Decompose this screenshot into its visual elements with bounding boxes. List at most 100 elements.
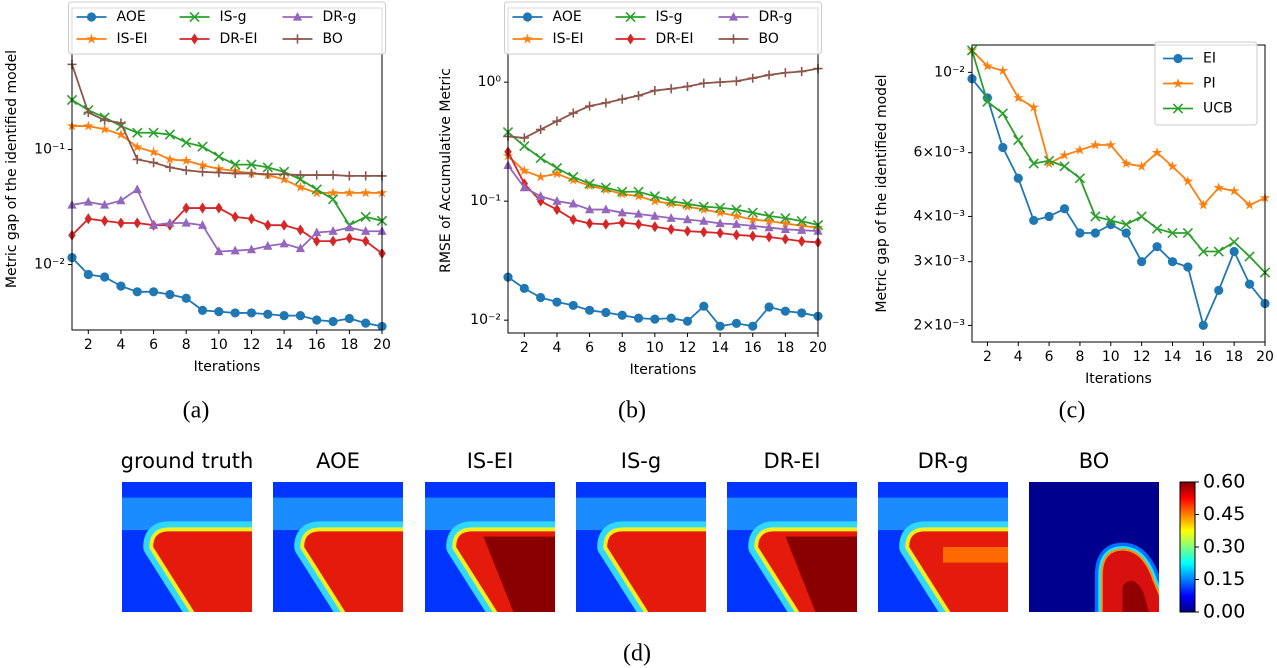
y-tick-label: 4×10⁻³ xyxy=(914,208,965,224)
x-tick-label: 12 xyxy=(679,340,697,356)
x-tick-label: 4 xyxy=(552,340,561,356)
marker xyxy=(568,171,579,183)
marker xyxy=(1105,215,1116,226)
marker xyxy=(584,180,595,191)
marker xyxy=(361,318,371,328)
colorbar xyxy=(1179,481,1196,613)
marker xyxy=(600,182,612,193)
marker xyxy=(1105,139,1117,150)
marker xyxy=(1167,160,1178,171)
colorbar-tick-label: 0.30 xyxy=(1203,536,1245,558)
legend-marker xyxy=(1172,77,1184,88)
legend-marker xyxy=(86,12,97,22)
marker xyxy=(535,171,546,182)
marker xyxy=(780,224,790,233)
marker xyxy=(1121,228,1131,238)
marker xyxy=(682,316,693,326)
marker xyxy=(651,221,659,233)
marker xyxy=(280,219,288,231)
legend-marker xyxy=(728,11,739,21)
marker xyxy=(181,137,192,148)
marker xyxy=(197,159,208,170)
marker xyxy=(715,321,725,331)
marker xyxy=(764,302,774,312)
marker xyxy=(714,202,726,213)
heatmap-region xyxy=(943,547,1008,563)
marker xyxy=(1090,139,1101,150)
marker xyxy=(982,96,993,107)
legend-marker xyxy=(626,33,635,45)
x-tick-label: 2 xyxy=(983,349,992,365)
marker xyxy=(552,116,562,126)
legend-label: PI xyxy=(1203,76,1216,92)
marker xyxy=(295,311,306,321)
marker xyxy=(553,204,561,216)
x-tick-label: 8 xyxy=(182,337,191,353)
marker xyxy=(682,214,693,224)
marker xyxy=(1043,158,1055,168)
marker xyxy=(100,199,110,209)
marker xyxy=(584,101,595,111)
x-tick-label: 18 xyxy=(776,340,794,356)
x-tick-label: 14 xyxy=(275,337,293,353)
marker xyxy=(229,159,241,170)
marker xyxy=(780,68,790,78)
x-tick-label: 20 xyxy=(373,337,391,353)
x-tick-label: 10 xyxy=(1102,349,1120,365)
marker xyxy=(344,187,355,198)
caption: (b) xyxy=(618,398,646,424)
marker xyxy=(1137,257,1147,267)
marker xyxy=(182,202,190,214)
y-tick-label: 6×10⁻³ xyxy=(914,145,965,161)
marker xyxy=(311,184,322,195)
marker xyxy=(731,76,742,86)
x-tick-label: 14 xyxy=(1164,349,1182,365)
heatmap-region xyxy=(1100,548,1159,612)
marker xyxy=(213,151,225,162)
marker xyxy=(1074,144,1086,155)
marker xyxy=(197,305,208,315)
marker xyxy=(998,142,1008,153)
marker xyxy=(568,174,579,185)
marker xyxy=(666,213,676,222)
marker xyxy=(781,233,790,245)
marker xyxy=(1013,134,1024,146)
marker xyxy=(682,198,693,209)
marker xyxy=(797,308,807,318)
y-axis-label: Metric gap of the identified model xyxy=(4,50,20,288)
marker xyxy=(148,287,159,297)
marker xyxy=(731,219,742,228)
marker xyxy=(535,152,546,164)
x-tick-label: 10 xyxy=(210,337,228,353)
marker xyxy=(164,153,176,164)
marker xyxy=(1182,175,1194,186)
legend-box xyxy=(504,1,822,55)
marker xyxy=(650,85,660,96)
marker xyxy=(731,318,742,328)
marker xyxy=(214,307,224,317)
marker xyxy=(100,272,110,282)
marker xyxy=(312,315,322,325)
marker xyxy=(765,231,773,243)
marker xyxy=(585,217,594,229)
marker xyxy=(83,120,94,131)
panel-title: BO xyxy=(1079,449,1110,473)
heatmap-region xyxy=(607,531,706,612)
marker xyxy=(699,216,709,225)
colorbar-tick-label: 0.00 xyxy=(1203,601,1245,623)
x-axis-label: Iterations xyxy=(194,359,261,375)
marker xyxy=(230,168,240,179)
marker xyxy=(715,77,725,87)
plot-frame xyxy=(971,44,1266,343)
marker xyxy=(519,182,529,192)
caption: (c) xyxy=(1059,398,1086,424)
marker xyxy=(197,220,208,229)
marker xyxy=(230,245,240,255)
marker xyxy=(132,127,143,138)
marker xyxy=(1136,211,1147,222)
x-tick-label: 4 xyxy=(1014,349,1023,365)
marker xyxy=(698,204,710,215)
marker xyxy=(1198,320,1208,331)
legend-label: AOE xyxy=(117,9,146,25)
